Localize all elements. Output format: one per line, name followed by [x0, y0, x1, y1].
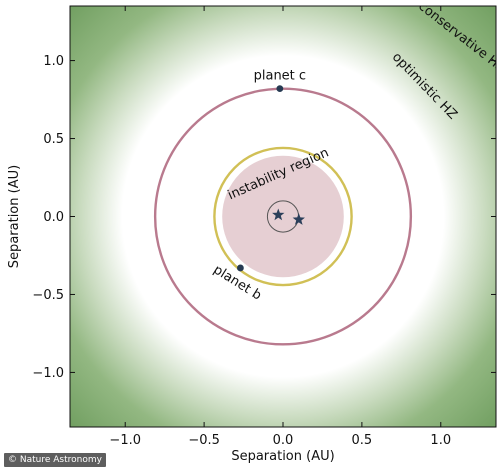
y-tick-label: −0.5	[32, 288, 64, 303]
watermark: © Nature Astronomy	[4, 453, 106, 467]
y-tick-label: 0.5	[43, 132, 64, 147]
y-tick-label: −1.0	[32, 366, 64, 381]
y-tick-label: 1.0	[43, 54, 64, 69]
axis-ticks: −1.0 −0.5 0.0 0.5 1.0 −1.0 −0.5 0.0 0.5 1.0	[32, 6, 496, 448]
x-axis-label: Separation (AU)	[231, 449, 334, 464]
y-axis-label: Separation (AU)	[7, 165, 22, 268]
star-marker-2	[292, 213, 305, 225]
x-tick-label: −1.0	[109, 433, 141, 448]
orbit-planet-b	[213, 146, 353, 287]
star-marker-1	[272, 208, 285, 221]
x-tick-label: 1.0	[430, 433, 451, 448]
y-tick-label: 0.0	[43, 210, 64, 225]
planet-c-label: planet c	[254, 69, 306, 84]
x-tick-label: 0.5	[352, 433, 373, 448]
instability-region	[222, 155, 344, 278]
planet-marker-planet-b	[237, 264, 244, 272]
x-tick-label: 0.0	[273, 433, 294, 448]
planet-marker-planet-c	[276, 85, 284, 93]
chart-labels: Separation (AU) Separation (AU)	[7, 165, 335, 464]
x-tick-label: −0.5	[188, 433, 220, 448]
